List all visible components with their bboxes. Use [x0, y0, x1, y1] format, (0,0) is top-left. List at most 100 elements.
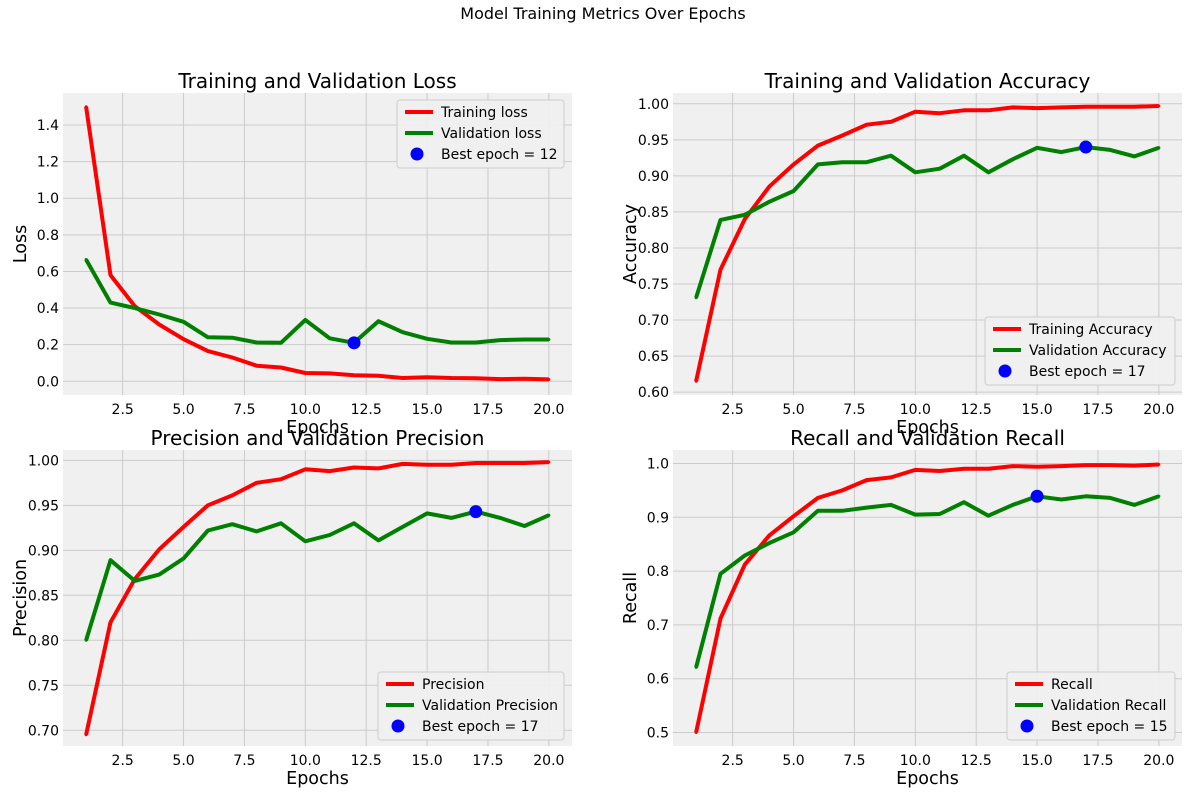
data-point: [547, 513, 551, 517]
data-point: [303, 371, 307, 375]
data-point: [962, 500, 966, 504]
x-tick-label: 10.0: [900, 402, 931, 418]
chart-panel-2: 2.5 5.0 7.5 10.0 12.5 15.0 17.5 20.0 0.70 0.75 0.8…: [11, 426, 572, 789]
data-point: [865, 478, 869, 482]
data-point: [108, 301, 112, 305]
data-point: [352, 373, 356, 377]
data-point: [279, 341, 283, 345]
data-point: [425, 511, 429, 515]
data-point: [986, 108, 990, 112]
chart-panels: 2.5 5.0 7.5 10.0 12.5 15.0 17.5 20.0 0.0 0.2 0.4 0.…: [11, 69, 1182, 789]
chart-title: Training and Validation Accuracy: [764, 69, 1091, 93]
x-tick-label: 20.0: [1143, 753, 1174, 769]
y-tick-label: 0.95: [28, 498, 59, 514]
x-tick-label: 10.0: [900, 753, 931, 769]
legend-label: Best epoch = 12: [441, 147, 558, 163]
data-point: [962, 108, 966, 112]
data-point: [498, 461, 502, 465]
data-point: [840, 134, 844, 138]
legend-label: Validation Recall: [1051, 698, 1166, 714]
data-point: [889, 475, 893, 479]
x-tick-label: 2.5: [722, 753, 744, 769]
y-tick-label: 0.70: [28, 723, 59, 739]
legend-marker: [998, 364, 1012, 378]
data-point: [1084, 494, 1088, 498]
data-point: [1035, 106, 1039, 110]
x-tick-label: 2.5: [112, 402, 134, 418]
data-point: [230, 522, 234, 526]
data-point: [255, 364, 259, 368]
x-tick-label: 15.0: [412, 402, 443, 418]
data-point: [1133, 464, 1137, 468]
y-tick-label: 0.95: [638, 133, 669, 149]
data-point: [938, 512, 942, 516]
data-point: [1059, 150, 1063, 154]
y-tick-label: 0.8: [37, 228, 59, 244]
y-tick-label: 0.75: [28, 678, 59, 694]
data-point: [328, 533, 332, 537]
data-point: [865, 123, 869, 127]
data-point: [449, 463, 453, 467]
x-tick-label: 17.5: [472, 402, 503, 418]
data-point: [230, 355, 234, 359]
data-point: [523, 461, 527, 465]
data-point: [694, 731, 698, 735]
legend-label: Recall: [1051, 677, 1093, 693]
y-tick-label: 1.0: [647, 456, 669, 472]
y-tick-label: 0.2: [37, 338, 59, 354]
data-point: [743, 563, 747, 567]
y-tick-label: 0.85: [638, 205, 669, 221]
data-point: [498, 516, 502, 520]
data-point: [962, 154, 966, 158]
series-line-train: [84, 106, 549, 382]
data-point: [913, 110, 917, 114]
y-axis-label: Loss: [11, 225, 31, 263]
x-axis-label: Epochs: [896, 418, 959, 438]
legend-label: Validation Accuracy: [1029, 343, 1167, 359]
legend-label: Training Accuracy: [1028, 322, 1153, 338]
x-tick-label: 20.0: [533, 753, 564, 769]
figure-suptitle: Model Training Metrics Over Epochs: [460, 4, 745, 23]
x-tick-label: 15.0: [1022, 753, 1053, 769]
data-point: [498, 377, 502, 381]
data-point: [1133, 154, 1137, 158]
x-tick-label: 15.0: [412, 753, 443, 769]
data-point: [401, 376, 405, 380]
data-point: [230, 336, 234, 340]
data-point: [1133, 503, 1137, 507]
data-point: [986, 467, 990, 471]
legend-marker: [391, 719, 405, 733]
data-point: [108, 620, 112, 624]
data-point: [1108, 496, 1112, 500]
y-tick-label: 0.9: [647, 510, 669, 526]
data-point: [1011, 464, 1015, 468]
data-point: [1035, 146, 1039, 150]
chart-title: Training and Validation Loss: [177, 69, 456, 93]
data-point: [743, 217, 747, 221]
data-point: [938, 167, 942, 171]
data-point: [84, 733, 88, 737]
data-point: [889, 503, 893, 507]
data-point: [523, 377, 527, 381]
legend: Training loss Validation loss Best epoch =…: [396, 99, 565, 169]
x-tick-label: 5.0: [782, 402, 804, 418]
data-point: [889, 120, 893, 124]
data-point: [255, 481, 259, 485]
data-point: [376, 319, 380, 323]
data-point: [449, 516, 453, 520]
y-tick-label: 0.4: [37, 301, 59, 317]
data-point: [792, 162, 796, 166]
y-tick-label: 0.8: [647, 564, 669, 580]
legend-label: Best epoch = 17: [422, 719, 539, 735]
data-point: [449, 340, 453, 344]
data-point: [1011, 105, 1015, 109]
data-point: [743, 213, 747, 217]
data-point: [182, 337, 186, 341]
x-tick-label: 17.5: [1082, 402, 1113, 418]
data-point: [767, 185, 771, 189]
legend: Precision Validation Precision Best epoch …: [377, 671, 565, 741]
data-point: [1011, 157, 1015, 161]
legend-label: Best epoch = 17: [1029, 364, 1146, 380]
data-point: [182, 320, 186, 324]
x-tick-label: 5.0: [172, 753, 194, 769]
